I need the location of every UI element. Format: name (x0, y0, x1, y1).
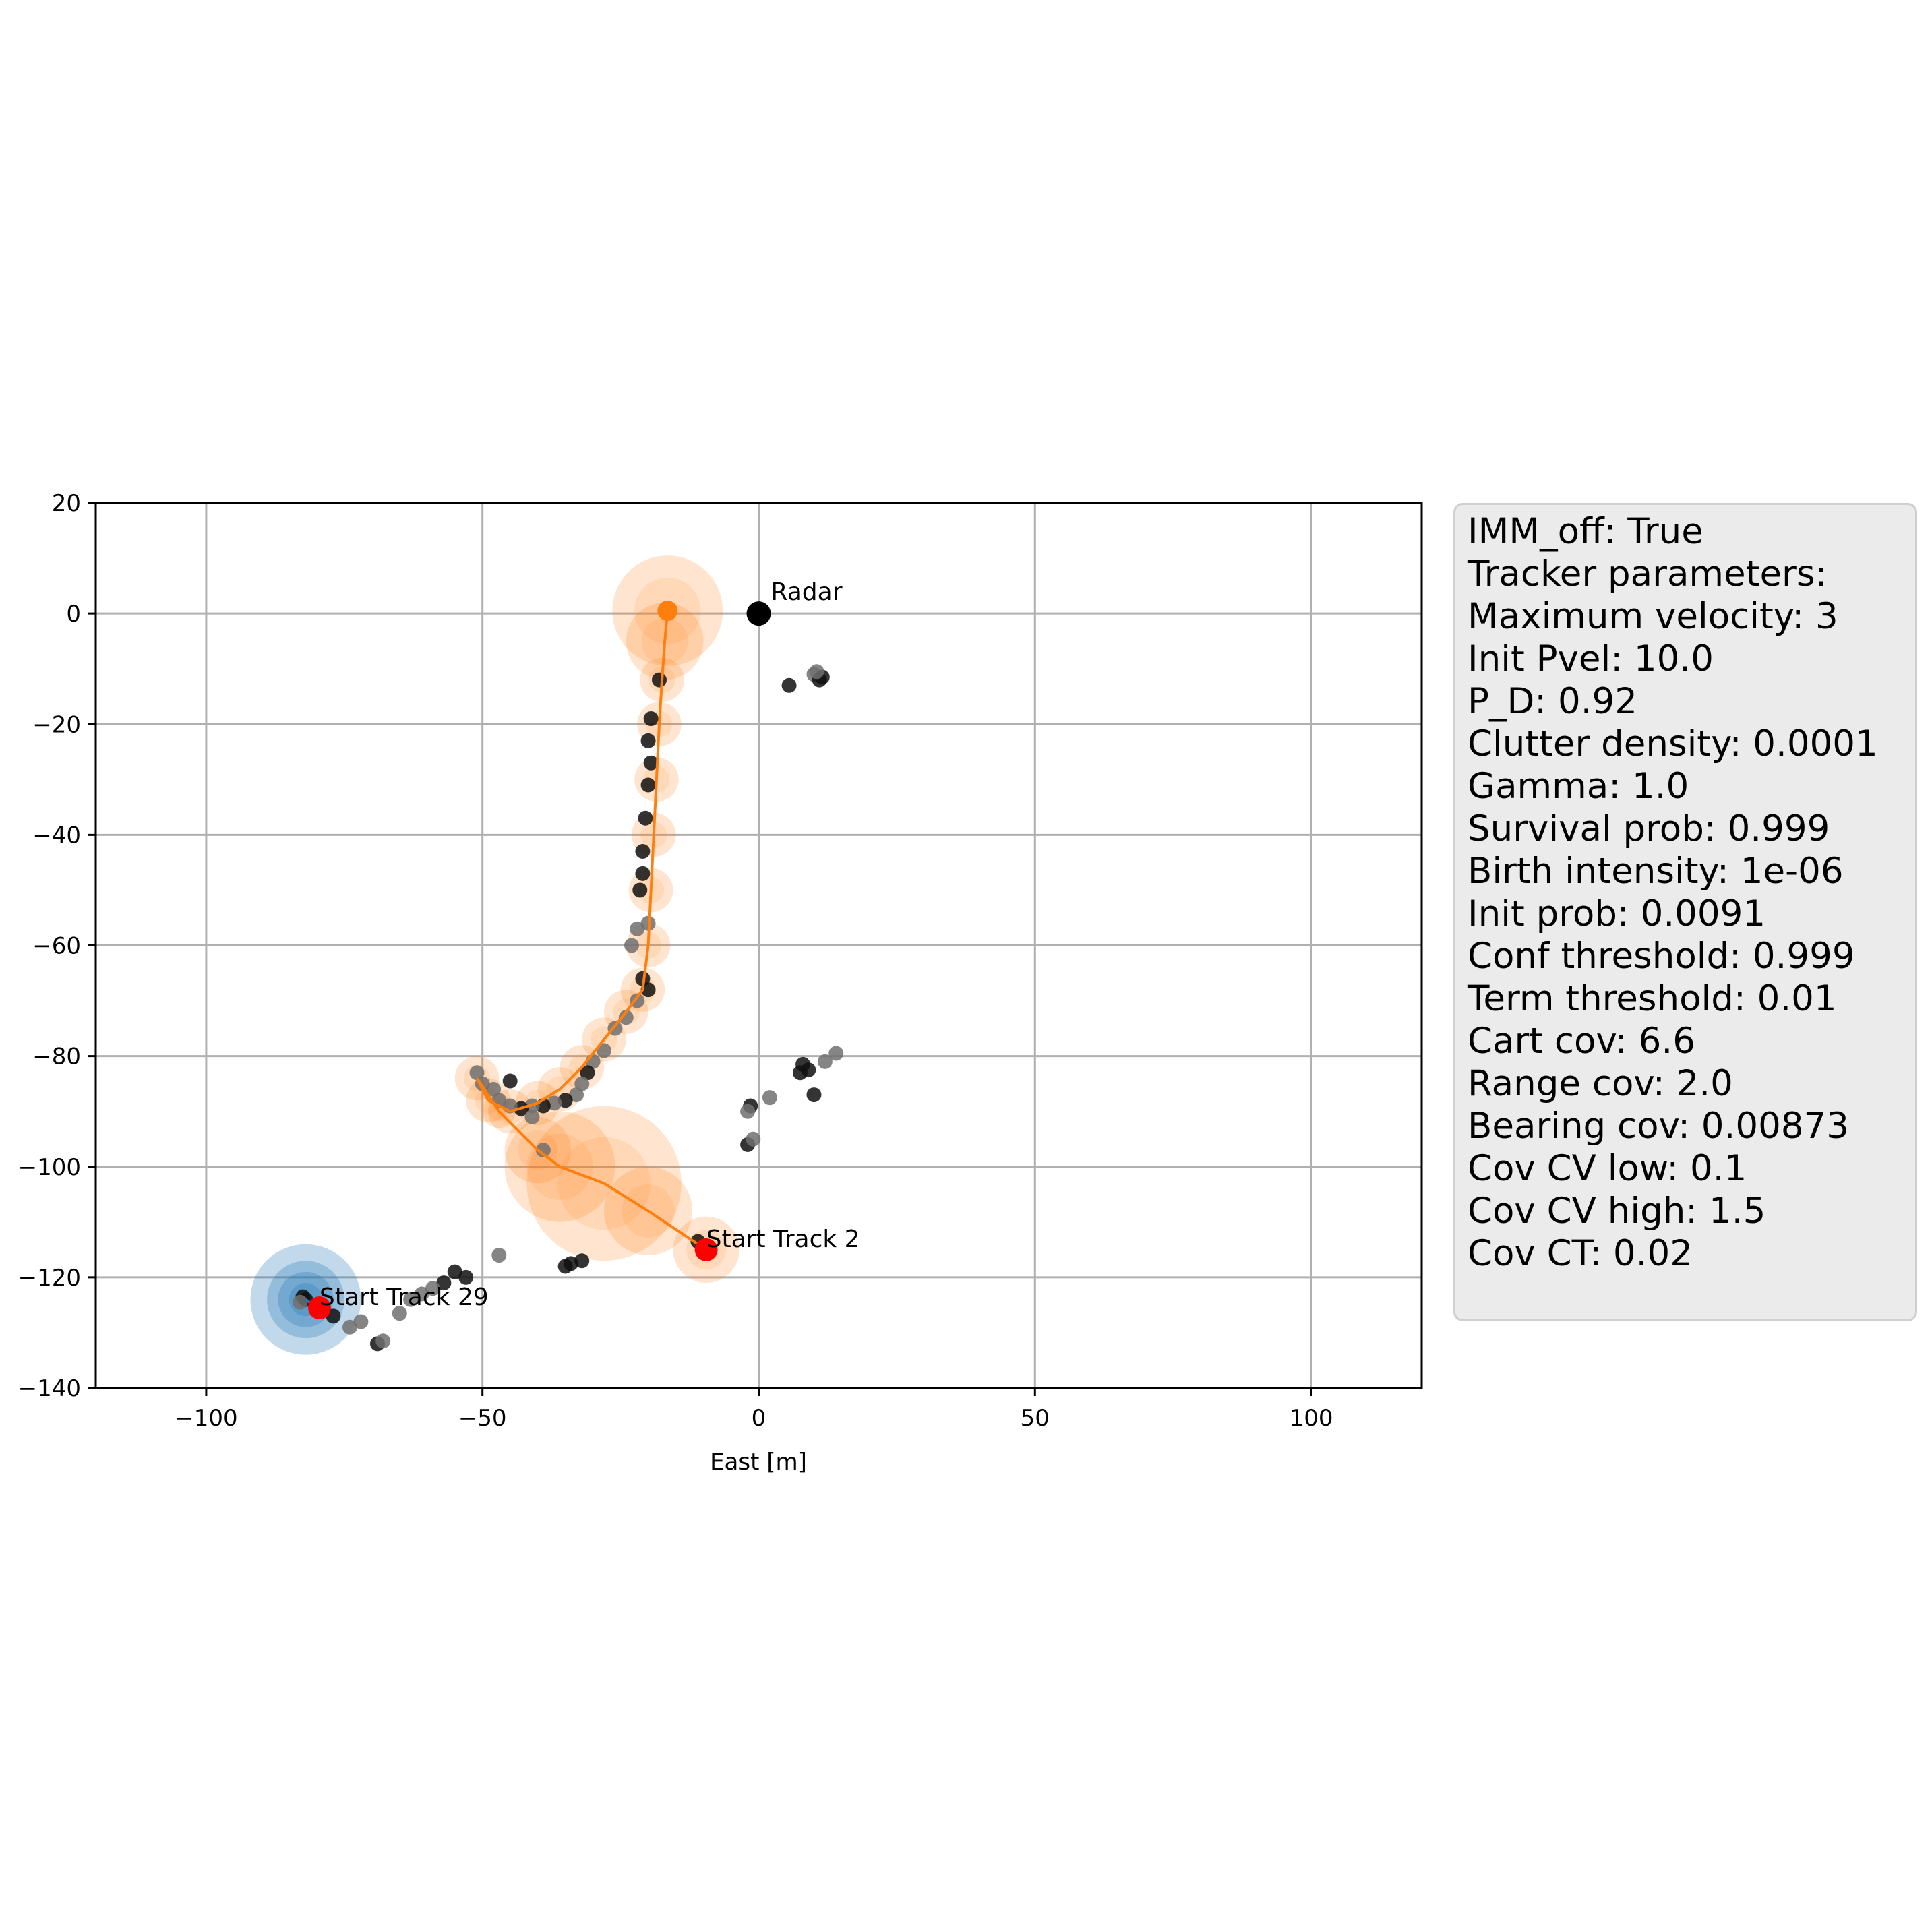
y-tick-label: −120 (18, 1265, 81, 1292)
tracker-parameter-line: Range cov: 2.0 (1468, 1063, 1733, 1104)
tracker-parameter-line: IMM_off: True (1468, 511, 1703, 552)
tracker-parameter-line: Gamma: 1.0 (1468, 766, 1689, 807)
measurement-point (524, 1109, 540, 1124)
tracker-parameter-line: Cov CT: 0.02 (1468, 1233, 1693, 1274)
tracker-parameter-line: Maximum velocity: 3 (1468, 596, 1838, 637)
measurement-point (569, 1087, 584, 1103)
measurement-point (740, 1104, 756, 1119)
measurement-point (632, 882, 648, 898)
start-and-radar-markers (307, 601, 771, 1320)
tracker-parameters-list: IMM_off: True Tracker parameters: Maximum … (1468, 510, 1915, 1275)
measurement-point (618, 1010, 634, 1025)
measurement-point (535, 1143, 551, 1158)
tracker-parameter-line: Conf threshold: 0.999 (1468, 936, 1855, 977)
measurement-point (624, 938, 639, 953)
measurement-point (342, 1319, 358, 1335)
measurement-point (353, 1314, 369, 1329)
tracker-parameter-line: Init prob: 0.0091 (1468, 893, 1766, 934)
measurement-point (580, 1065, 595, 1081)
track-2-line (475, 610, 707, 1251)
measurement-point (293, 1294, 308, 1310)
measurement-point (806, 1087, 822, 1103)
annotations: Radar Start Track 2 Start Track 29 (320, 578, 860, 1311)
measurement-point (792, 1065, 808, 1081)
y-tick-label: −40 (32, 822, 81, 849)
measurement-point (597, 1043, 612, 1058)
measurement-point (447, 1264, 462, 1279)
x-tick-label: −100 (175, 1405, 237, 1432)
measurement-point (574, 1076, 590, 1091)
tracker-parameter-line: Cov CV high: 1.5 (1468, 1190, 1766, 1232)
measurement-point (574, 1253, 590, 1269)
measurement-point (817, 1054, 833, 1069)
measurement-point (635, 866, 651, 881)
measurement-point (403, 1292, 419, 1307)
y-tick-label: −20 (32, 711, 81, 738)
tracker-parameter-line: Init Pvel: 10.0 (1468, 638, 1714, 680)
measurement-point (638, 810, 653, 826)
covariance-ellipses (250, 555, 739, 1355)
x-tick-label: −50 (458, 1405, 507, 1432)
y-tick-label: −80 (32, 1044, 81, 1070)
measurement-point (746, 1131, 761, 1147)
track-start-marker (307, 1296, 331, 1320)
track-2-current-position (657, 601, 678, 622)
measurement-point (640, 777, 656, 793)
tracker-parameter-line: Tracker parameters: (1468, 553, 1828, 595)
tracker-parameter-line: Cov CV low: 0.1 (1468, 1148, 1747, 1189)
measurement-point (392, 1306, 407, 1321)
measurement-point (635, 971, 651, 986)
measurement-point (469, 1065, 485, 1081)
measurement-point (425, 1281, 440, 1296)
tracker-parameter-line: P_D: 0.92 (1468, 681, 1637, 722)
radar-marker (746, 601, 771, 626)
measurement-point (651, 672, 667, 688)
measurement-point (630, 993, 645, 1008)
x-tick-label: 50 (1021, 1405, 1050, 1432)
x-tick-label: 0 (752, 1405, 766, 1432)
x-axis-title: East [m] (710, 1449, 807, 1476)
measurement-point (491, 1248, 507, 1263)
measurement-point (630, 921, 645, 936)
tracker-parameter-line: Term threshold: 0.01 (1468, 978, 1837, 1019)
tracker-parameters-box: IMM_off: True Tracker parameters: Maximum … (1453, 503, 1917, 1321)
measurement-point (828, 1046, 844, 1061)
tracker-parameter-line: Cart cov: 6.6 (1468, 1021, 1695, 1062)
measurement-point (414, 1286, 429, 1302)
tracker-parameter-line: Clutter density: 0.0001 (1468, 723, 1878, 764)
measurement-point (643, 755, 659, 771)
tracker-parameter-line: Birth intensity: 1e-06 (1468, 851, 1844, 892)
measurement-point (762, 1090, 777, 1106)
radar-label: Radar (771, 578, 843, 606)
track-start-marker (694, 1238, 718, 1261)
track-start-label: Start Track 29 (320, 1284, 489, 1311)
y-tick-label: 0 (66, 601, 81, 628)
measurement-point (809, 664, 824, 680)
y-tick-label: −60 (32, 933, 81, 960)
y-tick-label: 20 (52, 490, 81, 517)
track-start-label: Start Track 2 (706, 1226, 860, 1253)
tracker-parameter-line: Survival prob: 0.999 (1468, 808, 1830, 849)
x-tick-label: 100 (1290, 1405, 1333, 1432)
measurement-point (486, 1081, 502, 1097)
axis-ticks: −100 −50 0 50 100 20 0 −20 −40 −60 −80 −100 −120 −140 (18, 490, 1333, 1432)
measurement-point (643, 711, 659, 727)
measurement-point (502, 1073, 518, 1089)
measurement-point (635, 843, 651, 859)
measurement-point (436, 1275, 452, 1291)
y-tick-label: −140 (18, 1375, 81, 1402)
y-tick-label: −100 (18, 1154, 81, 1181)
measurement-point (781, 677, 797, 693)
measurement-point (458, 1269, 474, 1285)
tracker-parameter-line: Bearing cov: 0.00873 (1468, 1106, 1849, 1147)
measurement-point (375, 1333, 391, 1349)
measurement-point (640, 733, 656, 748)
